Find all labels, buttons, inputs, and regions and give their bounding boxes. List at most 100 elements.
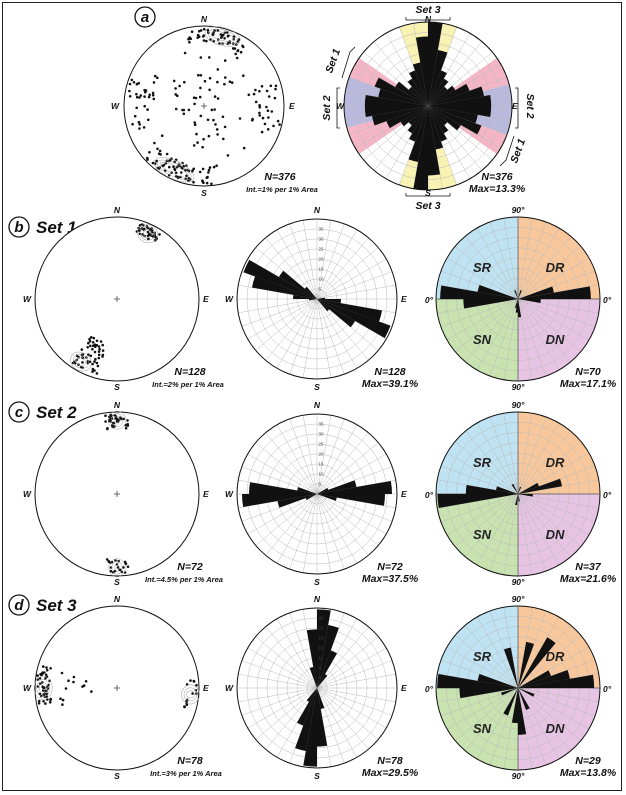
pole-point: [211, 33, 215, 37]
dip-rose-c-diagram: [435, 411, 601, 577]
sr-quadrant: [436, 412, 518, 494]
rose-petal: [428, 86, 448, 106]
grid-spoke: [455, 441, 519, 495]
rose-tick-label: 15: [319, 267, 325, 272]
grid-spoke: [517, 687, 596, 717]
grid-spoke: [289, 223, 318, 300]
dip-c-left: 0°: [425, 490, 434, 500]
dn-quadrant: [518, 494, 600, 576]
grid-spoke: [265, 493, 318, 556]
pole-point: [42, 686, 46, 690]
dip-b-top: 90°: [512, 205, 525, 215]
grid-spoke: [316, 493, 387, 535]
pole-point: [213, 95, 217, 98]
grid-spoke: [316, 298, 358, 369]
pole-point: [87, 341, 90, 345]
pole-point: [178, 84, 181, 88]
pole-point: [90, 690, 93, 693]
pole-point: [207, 168, 211, 172]
dip-petal: [518, 299, 522, 318]
grid-spoke: [476, 493, 519, 566]
stereonet-d-west: W: [23, 683, 32, 693]
grid-spoke: [241, 271, 318, 300]
pole-point: [228, 80, 232, 83]
grid-spoke: [238, 687, 318, 703]
grid-spoke: [517, 479, 599, 495]
pole-point: [212, 40, 215, 43]
grid-spoke: [316, 687, 393, 716]
pole-point: [126, 422, 129, 426]
pole-point: [269, 84, 273, 88]
dip-b-count: N=70: [575, 366, 601, 378]
grid-spoke: [276, 618, 318, 689]
pole-point: [260, 130, 264, 134]
dip-b-dr-label: DR: [546, 260, 565, 275]
dip-petal: [501, 688, 518, 696]
pole-point: [216, 29, 220, 32]
stereonet-c-east: E: [203, 489, 209, 499]
pole-point: [239, 50, 243, 54]
pole-point: [191, 169, 194, 172]
dip-petal: [518, 486, 522, 494]
pole-point: [223, 59, 227, 62]
density-contour: [36, 679, 50, 697]
density-contour: [156, 159, 192, 180]
dip-petal: [495, 486, 518, 494]
pole-point: [124, 562, 127, 565]
rose-d-max: Max=29.5%: [362, 767, 419, 779]
pole-point: [201, 180, 205, 184]
pole-point: [126, 419, 129, 422]
rose-petal: [317, 480, 357, 494]
rose-petal: [415, 36, 428, 106]
pole-point: [226, 34, 230, 38]
pole-point: [36, 678, 39, 681]
rose-a-set3-top-label: Set 3: [415, 4, 440, 16]
pole-point: [84, 680, 88, 683]
rose-petal: [412, 62, 428, 106]
grid-spoke: [440, 270, 519, 300]
stereonet-b-interval: Int.=2% per 1% Area: [152, 380, 224, 389]
grid-spoke: [446, 452, 519, 495]
rose-petal: [428, 50, 448, 106]
pole-point: [152, 97, 156, 101]
pole-point: [91, 347, 94, 351]
grid-spoke: [316, 493, 332, 573]
pole-point: [190, 30, 194, 33]
grid-spoke: [517, 452, 590, 495]
stereonet-a-poles: [128, 26, 281, 186]
grid-spoke: [517, 493, 581, 547]
rose-c-south: S: [314, 577, 320, 587]
grid-spoke: [517, 493, 560, 566]
pole-point: [115, 420, 119, 423]
rose-petal: [317, 480, 392, 494]
pole-point: [41, 689, 45, 692]
panel-d-badge: d: [14, 597, 24, 614]
rose-a-count: N=376: [481, 171, 512, 183]
pole-point: [146, 156, 149, 160]
pole-point: [37, 702, 41, 705]
panel-a: a N E S W N=376 Int.=1% per 1% Area N: [111, 4, 536, 212]
dip-petal: [518, 670, 552, 688]
pole-point: [258, 104, 261, 107]
rose-tick-label: 20: [319, 452, 325, 457]
pole-point: [81, 685, 84, 688]
grid-spoke: [247, 647, 318, 689]
panel-b-badge: b: [14, 219, 23, 236]
rose-petal: [408, 106, 428, 162]
grid-spoke: [455, 687, 519, 741]
pole-point: [254, 100, 258, 104]
pole-point: [36, 674, 39, 677]
rose-b-west: W: [225, 294, 234, 304]
pole-point: [109, 569, 113, 573]
grid-spoke: [241, 660, 318, 689]
rose-petal: [309, 666, 317, 688]
grid-spoke: [241, 493, 318, 522]
grid-spoke: [316, 220, 332, 300]
rose-petal: [317, 688, 325, 710]
stereonet-b-south: S: [114, 382, 120, 392]
grid-spoke: [517, 687, 560, 760]
pole-point: [266, 128, 270, 131]
pole-point: [48, 679, 51, 683]
density-contour: [186, 690, 195, 699]
grid-spoke: [517, 236, 571, 300]
